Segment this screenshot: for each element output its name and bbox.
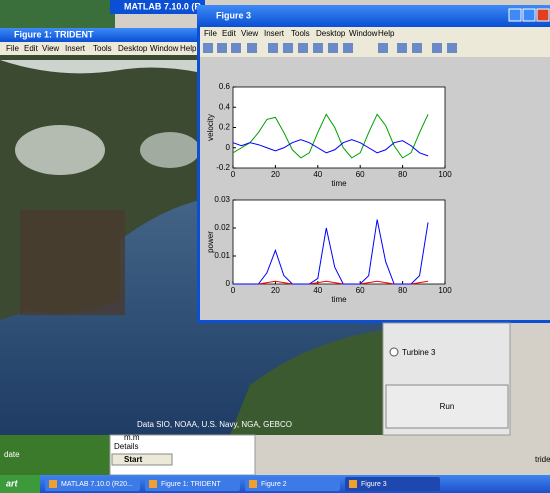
figure1-menu: File EditView Insert Tools DesktopWindowHelp <box>6 44 197 53</box>
menu-item[interactable]: File <box>6 44 19 53</box>
x-tick-label: 0 <box>231 286 236 295</box>
figure3-title: Figure 3 <box>216 10 251 20</box>
menu-item[interactable]: Help <box>180 44 197 53</box>
x-tick-label: 40 <box>313 170 322 179</box>
taskbar-icon <box>149 480 157 488</box>
y-tick-label: 0.2 <box>219 123 231 132</box>
matlab-title: MATLAB 7.10.0 (R <box>124 1 201 11</box>
toolbar-icon[interactable] <box>231 43 241 53</box>
toolbar-icon[interactable] <box>378 43 388 53</box>
y-tick-label: 0.01 <box>214 251 230 260</box>
y-tick-label: 0 <box>226 143 231 152</box>
y-tick-label: 0 <box>226 279 231 288</box>
start-button-label: Start <box>124 455 143 464</box>
axes <box>233 200 445 284</box>
taskbar-icon <box>49 480 57 488</box>
radio-label[interactable]: Turbine 3 <box>402 348 436 357</box>
toolbar-icon[interactable] <box>268 43 278 53</box>
axes <box>233 87 445 168</box>
y-tick-label: 0.02 <box>214 223 230 232</box>
taskbar-label: Figure 3 <box>361 481 387 488</box>
x-tick-label: 80 <box>398 286 407 295</box>
x-axis-label: time <box>331 295 347 304</box>
menu-item[interactable]: Insert <box>65 44 86 53</box>
menu-item[interactable]: Edit <box>222 29 237 38</box>
menu-item[interactable]: Window <box>349 29 378 38</box>
x-tick-label: 60 <box>356 170 365 179</box>
toolbar-icon[interactable] <box>217 43 227 53</box>
menu-item[interactable]: Tools <box>291 29 310 38</box>
x-tick-label: 100 <box>438 170 452 179</box>
y-tick-label: 0.4 <box>219 102 231 111</box>
x-tick-label: 100 <box>438 286 452 295</box>
x-tick-label: 80 <box>398 170 407 179</box>
figure1-title: Figure 1: TRIDENT <box>14 29 94 39</box>
x-tick-label: 0 <box>231 170 236 179</box>
toolbar-icon[interactable] <box>328 43 338 53</box>
toolbar-icon[interactable] <box>313 43 323 53</box>
taskbar-icon <box>249 480 257 488</box>
maximize-button[interactable] <box>523 9 535 21</box>
menu-item[interactable]: Tools <box>93 44 112 53</box>
menu-item[interactable]: View <box>42 44 59 53</box>
toolbar-icon[interactable] <box>397 43 407 53</box>
taskbar-label: MATLAB 7.10.0 (R20... <box>61 481 133 488</box>
toolbar-icon[interactable] <box>412 43 422 53</box>
menu-item[interactable]: View <box>241 29 258 38</box>
x-tick-label: 60 <box>356 286 365 295</box>
map-clouds <box>15 125 105 175</box>
menu-item[interactable]: Help <box>378 29 395 38</box>
desktop <box>0 0 115 28</box>
menu-item[interactable]: Insert <box>264 29 285 38</box>
y-tick-label: 0.6 <box>219 82 231 91</box>
toolbar-icon[interactable] <box>343 43 353 53</box>
y-axis-label: velocity <box>206 114 215 141</box>
screen: MATLAB 7.10.0 (R Data SIO, NOAA, U.S. Na… <box>0 0 550 493</box>
file-name[interactable]: m.m <box>124 433 140 442</box>
taskbar-label: Figure 2 <box>261 481 287 488</box>
toolbar-icon[interactable] <box>447 43 457 53</box>
map-clouds <box>140 132 200 168</box>
x-tick-label: 40 <box>313 286 322 295</box>
toolbar-icon[interactable] <box>298 43 308 53</box>
map-tile <box>20 210 125 315</box>
minimize-button[interactable] <box>509 9 521 21</box>
x-axis-label: time <box>331 179 347 188</box>
taskbar-label: Figure 1: TRIDENT <box>161 481 221 488</box>
y-axis-label: power <box>206 231 215 253</box>
y-tick-label: -0.2 <box>216 163 230 172</box>
right-label: tride <box>535 455 550 464</box>
taskbar-icon <box>349 480 357 488</box>
map-attribution: Data SIO, NOAA, U.S. Navy, NGA, GEBCO <box>137 420 292 429</box>
x-tick-label: 20 <box>271 170 280 179</box>
taskbar-button[interactable] <box>245 477 340 491</box>
toolbar-icon[interactable] <box>203 43 213 53</box>
toolbar-icon[interactable] <box>283 43 293 53</box>
radio-button[interactable] <box>390 348 398 356</box>
menu-item[interactable]: Edit <box>24 44 39 53</box>
close-button[interactable] <box>537 9 549 21</box>
page: MATLAB 7.10.0 (R Data SIO, NOAA, U.S. Na… <box>0 0 550 493</box>
menu-item[interactable]: Desktop <box>316 29 346 38</box>
y-tick-label: 0.03 <box>214 195 230 204</box>
menu-item[interactable]: Window <box>150 44 179 53</box>
run-button-label: Run <box>440 402 455 411</box>
menu-item[interactable]: Desktop <box>118 44 148 53</box>
details-label[interactable]: Details <box>114 442 138 451</box>
start-label: art <box>6 478 19 488</box>
toolbar-icon[interactable] <box>432 43 442 53</box>
menu-item[interactable]: File <box>204 29 217 38</box>
desktop-label: date <box>4 450 20 459</box>
taskbar-button[interactable] <box>345 477 440 491</box>
toolbar-icon[interactable] <box>247 43 257 53</box>
x-tick-label: 20 <box>271 286 280 295</box>
